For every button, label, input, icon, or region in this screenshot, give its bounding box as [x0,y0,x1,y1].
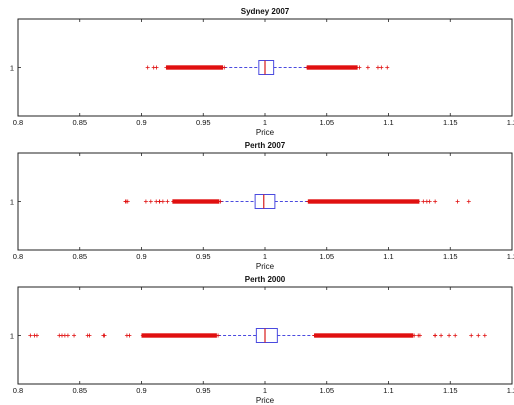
x-tick-label: 0.85 [72,252,87,261]
outlier-band [166,65,224,70]
outlier-point [416,333,421,338]
chart-title: Sydney 2007 [241,7,290,16]
chart-title: Perth 2007 [245,141,286,150]
x-tick-label: 1.15 [443,386,458,395]
outlier-band [141,333,217,338]
x-axis-label: Price [256,396,275,405]
x-tick-label: 1.05 [319,386,334,395]
panel-perth-2007: Perth 2007 0.8 0.85 0.9 0.95 1 1.05 1.1 1.15 1.2 1… [10,141,514,271]
outlier-point [123,199,128,204]
x-axis-label: Price [256,262,275,271]
outlier-point [102,333,107,338]
outlier-band [314,333,414,338]
outlier-point [34,333,39,338]
outlier-point [85,333,90,338]
x-tick-label: 0.95 [196,252,211,261]
x-tick-label: 0.8 [13,252,23,261]
outlier-point [482,333,487,338]
x-tick-label: 0.95 [196,386,211,395]
outlier-point [453,333,458,338]
outlier-point [62,333,67,338]
x-tick-label: 0.85 [72,386,87,395]
outlier-point [466,199,471,204]
x-tick-label: 1 [263,386,267,395]
y-tick-label: 1 [10,198,14,207]
outlier-point [379,65,384,70]
outlier-point [476,333,481,338]
x-tick-label: 1.1 [383,118,393,127]
outlier-point [447,333,452,338]
outlier-point [165,199,170,204]
outlier-band [306,65,358,70]
chart-title: Perth 2000 [245,275,286,284]
x-tick-label: 1.2 [507,252,514,261]
x-tick-label: 1 [263,252,267,261]
outlier-point [375,65,380,70]
outlier-band [172,199,220,204]
box-iqr [255,328,278,343]
outlier-point [145,65,150,70]
x-tick-label: 1.2 [507,386,514,395]
outlier-point [385,65,390,70]
outlier-point [439,333,444,338]
x-tick-label: 1.1 [383,386,393,395]
outlier-point [148,199,153,204]
outlier-point [433,333,438,338]
x-tick-label: 1 [263,118,267,127]
outlier-point [421,199,426,204]
box-iqr [258,60,275,75]
panel-sydney-2007: Sydney 2007 0.8 0.85 0.9 0.95 1 1.05 1.1 1.15 1.2… [10,7,514,137]
x-tick-label: 0.95 [196,118,211,127]
y-tick-label: 1 [10,332,14,341]
x-tick-label: 1.2 [507,118,514,127]
outlier-point [124,333,129,338]
outlier-point [433,199,438,204]
outlier-band [308,199,420,204]
x-tick-label: 1.05 [319,118,334,127]
outlier-point [357,65,362,70]
x-axis-label: Price [256,128,275,137]
panel-perth-2000: Perth 2000 0.8 0.85 0.9 0.95 1 1.05 1.1 1.15 1.2 1… [10,275,514,405]
x-tick-label: 0.9 [136,118,146,127]
y-tick-label: 1 [10,64,14,73]
x-tick-label: 1.05 [319,252,334,261]
outlier-point [28,333,33,338]
outlier-point [424,199,429,204]
plot-area [17,152,513,251]
outlier-point [157,199,162,204]
outlier-point [365,65,370,70]
x-tick-label: 1.15 [443,118,458,127]
x-tick-label: 0.9 [136,252,146,261]
outlier-point [151,65,156,70]
box-iqr [254,194,276,209]
x-tick-label: 0.8 [13,118,23,127]
x-tick-label: 0.8 [13,386,23,395]
outlier-point [455,199,460,204]
outlier-point [143,199,148,204]
x-tick-label: 1.15 [443,252,458,261]
x-tick-label: 0.85 [72,118,87,127]
outlier-point [72,333,77,338]
x-tick-label: 0.9 [136,386,146,395]
x-tick-label: 1.1 [383,252,393,261]
outlier-point [469,333,474,338]
